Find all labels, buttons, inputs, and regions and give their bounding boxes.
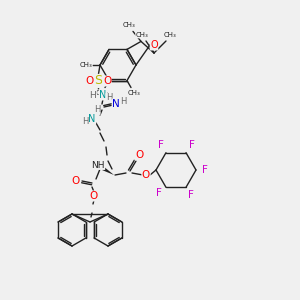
Text: O: O — [135, 150, 143, 160]
Text: N: N — [112, 99, 120, 109]
Text: CH₃: CH₃ — [123, 22, 135, 28]
Text: H: H — [120, 97, 126, 106]
Text: H: H — [94, 106, 100, 115]
Text: S: S — [94, 74, 102, 88]
Text: F: F — [156, 188, 162, 198]
Text: CH₃: CH₃ — [136, 32, 148, 38]
Text: H: H — [82, 116, 88, 125]
Text: F: F — [189, 140, 195, 150]
Text: CH₃: CH₃ — [80, 62, 92, 68]
Text: O: O — [103, 76, 111, 86]
Text: CH₃: CH₃ — [164, 32, 176, 38]
Text: O: O — [150, 40, 158, 50]
Text: N: N — [88, 114, 96, 124]
Text: N: N — [99, 90, 107, 100]
Text: O: O — [90, 191, 98, 201]
Text: F: F — [158, 140, 164, 150]
Text: H: H — [90, 91, 96, 100]
Text: CH₃: CH₃ — [128, 90, 140, 96]
Polygon shape — [102, 166, 114, 175]
Text: NH: NH — [91, 160, 105, 169]
Text: CH₃: CH₃ — [96, 90, 108, 96]
Text: F: F — [202, 165, 208, 175]
Text: O: O — [71, 176, 79, 186]
Text: O: O — [142, 170, 150, 180]
Text: O: O — [85, 76, 93, 86]
Text: H: H — [106, 94, 112, 103]
Text: F: F — [188, 190, 194, 200]
